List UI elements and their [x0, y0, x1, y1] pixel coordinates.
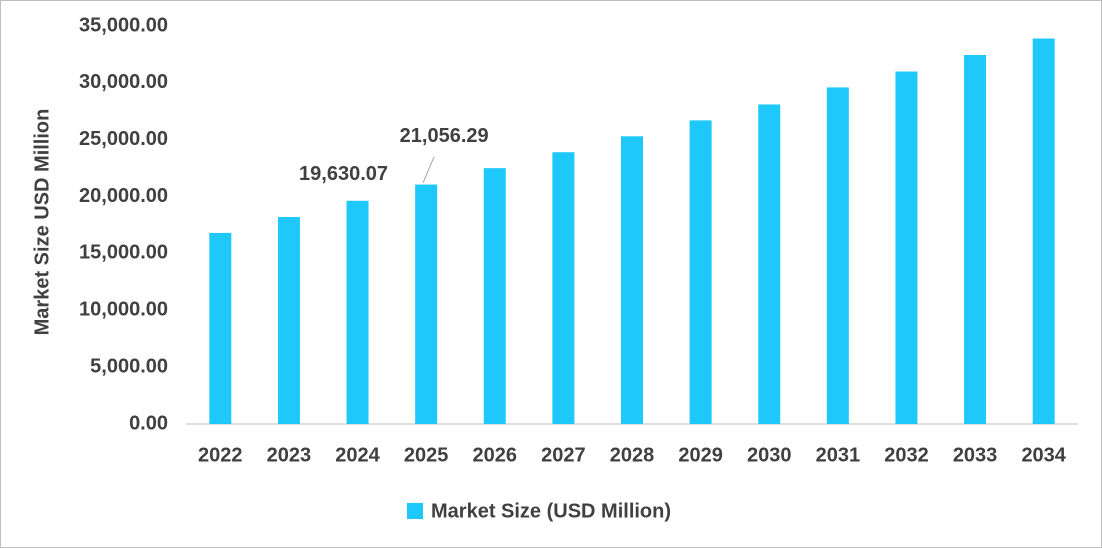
- x-tick-label: 2027: [541, 444, 586, 466]
- y-tick-label: 15,000.00: [79, 242, 168, 264]
- leader-line: [422, 156, 435, 183]
- x-tick-label: 2030: [747, 444, 792, 466]
- data-label: 19,630.07: [299, 163, 388, 185]
- x-tick-label: 2028: [610, 444, 655, 466]
- x-tick-label: 2031: [816, 444, 861, 466]
- x-tick-label: 2024: [335, 444, 380, 466]
- y-tick-label: 35,000.00: [79, 14, 168, 36]
- y-axis-label: Market Size USD Million: [31, 109, 53, 336]
- x-tick-label: 2023: [267, 444, 312, 466]
- bar: [621, 136, 643, 424]
- bar: [1032, 38, 1055, 424]
- y-tick-label: 20,000.00: [79, 185, 168, 207]
- bar: [346, 200, 369, 424]
- y-tick-label: 30,000.00: [79, 71, 168, 93]
- bar: [895, 71, 918, 424]
- x-tick-label: 2032: [884, 444, 929, 466]
- bar: [758, 104, 781, 424]
- bar: [209, 232, 232, 424]
- bar: [483, 168, 506, 424]
- bar: [415, 184, 438, 424]
- bar: [277, 217, 300, 424]
- x-tick-label: 2022: [198, 444, 243, 466]
- y-tick-label: 25,000.00: [79, 128, 168, 150]
- bar: [689, 120, 712, 424]
- x-tick-label: 2029: [678, 444, 723, 466]
- y-tick-label: 10,000.00: [79, 299, 168, 321]
- y-tick-label: 5,000.00: [90, 355, 168, 377]
- data-label: 21,056.29: [400, 125, 489, 147]
- x-tick-label: 2026: [473, 444, 518, 466]
- bar: [552, 152, 575, 425]
- bar: [964, 54, 987, 425]
- y-tick-label: 0.00: [129, 412, 168, 434]
- legend-label: Market Size (USD Million): [431, 500, 671, 522]
- bar: [826, 87, 849, 425]
- legend-swatch: [407, 503, 423, 519]
- x-tick-label: 2025: [404, 444, 449, 466]
- x-tick-label: 2033: [953, 444, 998, 466]
- x-tick-label: 2034: [1021, 444, 1066, 466]
